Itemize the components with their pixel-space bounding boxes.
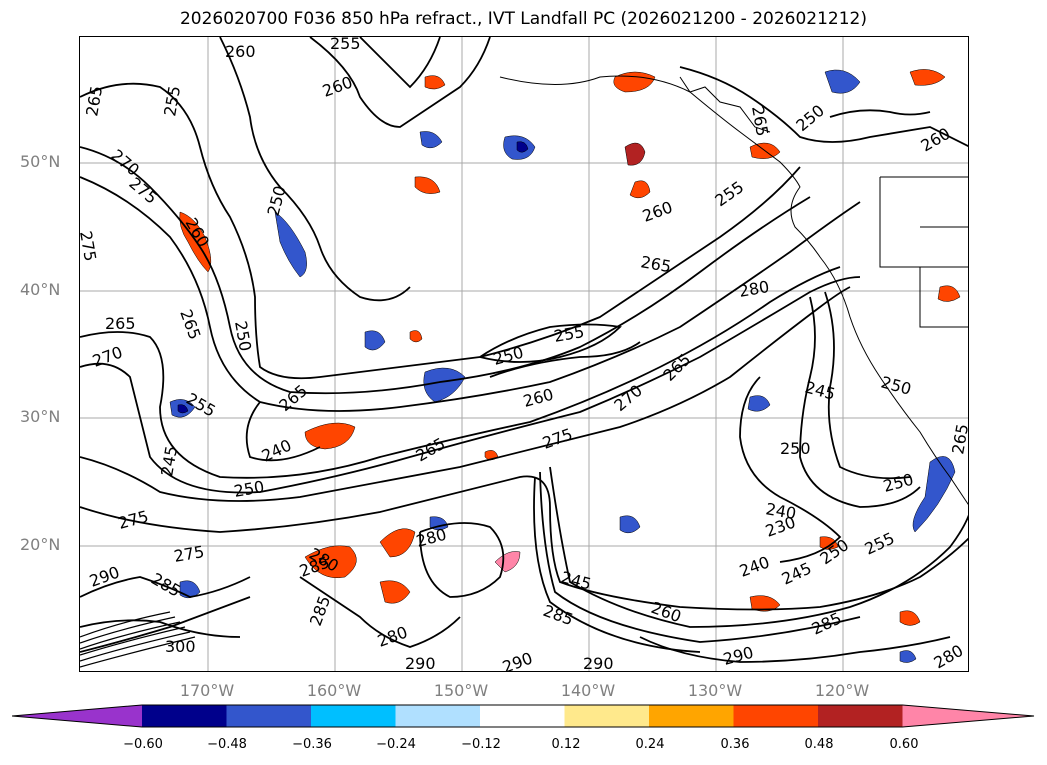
contour-label: 250 xyxy=(231,319,255,352)
contour-label: 265 xyxy=(176,307,204,342)
lon-label-130w: 130°W xyxy=(687,681,743,700)
lon-label-170w: 170°W xyxy=(179,681,235,700)
contour-label: 265 xyxy=(659,350,694,385)
colorbar-tick: 0.48 xyxy=(804,737,834,752)
contour-label: 255 xyxy=(330,37,361,53)
contour-label: 275 xyxy=(80,229,100,262)
contour-label: 290 xyxy=(500,648,535,672)
contour-label: 280 xyxy=(375,622,410,650)
colorbar-segment xyxy=(733,705,819,727)
colorbar-segments xyxy=(12,704,1035,728)
colorbar-tick: 0.60 xyxy=(889,737,919,752)
contour-label: 250 xyxy=(232,477,265,501)
contour-label: 285 xyxy=(148,569,184,601)
contour-label: 260 xyxy=(320,72,355,100)
colorbar xyxy=(12,704,1035,728)
contour-label: 275 xyxy=(116,507,150,533)
lat-label-30n: 30°N xyxy=(20,407,61,426)
contour-label: 300 xyxy=(165,637,196,656)
contour-label: 245 xyxy=(803,378,837,404)
contour-label: 245 xyxy=(559,568,593,594)
contour-label: 265 xyxy=(82,84,106,117)
contour-label: 265 xyxy=(948,422,969,455)
map-svg: 260 255 260 265 255 270 275 250 260 275 … xyxy=(80,37,969,672)
contour-label: 265 xyxy=(748,104,772,137)
contour-label: 250 xyxy=(792,101,828,135)
colorbar-segment xyxy=(226,705,312,727)
contour-label: 255 xyxy=(160,84,184,117)
gridlines xyxy=(80,37,968,671)
shading-positive xyxy=(179,69,961,626)
contour-label: 255 xyxy=(552,322,585,346)
contour-label: 285 xyxy=(541,601,576,629)
contour-label: 280 xyxy=(414,525,448,551)
lat-label-20n: 20°N xyxy=(20,535,61,554)
contour-label: 255 xyxy=(711,177,747,210)
colorbar-tick: −0.24 xyxy=(376,737,416,752)
colorbar-segment xyxy=(142,705,227,727)
colorbar-segment xyxy=(818,705,903,727)
lon-label-150w: 150°W xyxy=(433,681,489,700)
lat-label-40n: 40°N xyxy=(20,280,61,299)
colorbar-segment xyxy=(395,705,481,727)
colorbar-segment xyxy=(480,705,565,727)
contour-label: 265 xyxy=(413,434,449,466)
contour-label: 290 xyxy=(87,562,122,590)
contour-label: 255 xyxy=(183,389,219,421)
contour-label: 290 xyxy=(583,654,614,672)
contour-label: 245 xyxy=(157,444,181,477)
lat-label-50n: 50°N xyxy=(20,152,61,171)
colorbar-tick: 0.36 xyxy=(720,737,750,752)
contour-label: 255 xyxy=(862,528,898,558)
dense-contours xyxy=(80,611,196,668)
lon-label-140w: 140°W xyxy=(560,681,616,700)
contour-label: 285 xyxy=(306,593,334,628)
colorbar-extend-max xyxy=(902,705,1034,727)
contour-label: 265 xyxy=(105,314,136,333)
contour-label: 260 xyxy=(225,42,256,61)
colorbar-segment xyxy=(649,705,734,727)
shading-negative xyxy=(169,69,956,663)
contour-label: 250 xyxy=(780,439,811,458)
contour-label: 275 xyxy=(172,542,205,566)
colorbar-tick: −0.36 xyxy=(292,737,332,752)
contour-label: 275 xyxy=(540,424,575,452)
colorbar-segment xyxy=(564,705,650,727)
colorbar-tick: −0.60 xyxy=(123,737,163,752)
contour-label: 250 xyxy=(264,184,290,218)
contour-label: 270 xyxy=(90,342,125,370)
contour-label: 265 xyxy=(639,252,672,276)
lon-label-160w: 160°W xyxy=(306,681,362,700)
colorbar-tick: −0.48 xyxy=(207,737,247,752)
colorbar-tick: 0.24 xyxy=(635,737,665,752)
page-title: 2026020700 F036 850 hPa refract., IVT La… xyxy=(179,9,867,29)
contour-label: 260 xyxy=(640,197,675,225)
contour-label: 240 xyxy=(737,552,772,580)
contour-labels: 260 255 260 265 255 270 275 250 260 275 … xyxy=(80,37,969,672)
contour-label: 290 xyxy=(721,643,755,669)
contour-label: 290 xyxy=(405,654,436,672)
colorbar-outline xyxy=(12,704,1035,728)
lon-label-120w: 120°W xyxy=(814,681,870,700)
contours xyxy=(80,37,968,663)
contour-label: 260 xyxy=(521,385,555,411)
colorbar-extend-min xyxy=(12,705,142,727)
coastlines xyxy=(499,75,968,505)
colorbar-tick: −0.12 xyxy=(461,737,501,752)
contour-label: 280 xyxy=(737,277,770,301)
contour-label: 280 xyxy=(931,641,967,672)
contour-label: 240 xyxy=(259,435,295,465)
colorbar-tick: 0.12 xyxy=(551,737,581,752)
colorbar-segment xyxy=(311,705,396,727)
map-panel: 260 255 260 265 255 270 275 250 260 275 … xyxy=(79,36,969,672)
contour-label: 260 xyxy=(649,598,684,626)
contour-label: 250 xyxy=(881,470,915,496)
contour-label: 250 xyxy=(879,373,913,399)
contour-label: 245 xyxy=(779,558,815,588)
contour-label: 285 xyxy=(809,608,845,638)
